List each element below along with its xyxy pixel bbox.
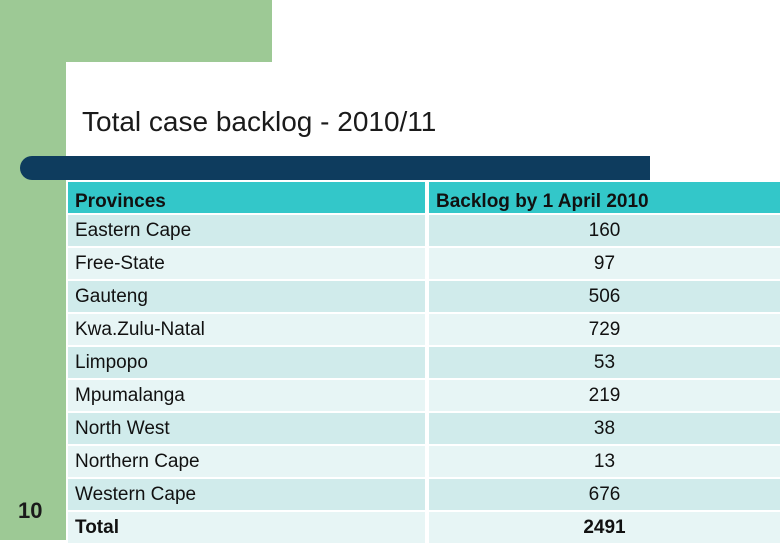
backlog-cell: 53 bbox=[427, 345, 780, 379]
province-cell: North West bbox=[68, 411, 429, 445]
table-total-row: Total 2491 bbox=[68, 510, 780, 543]
decorative-green-block-left bbox=[0, 0, 66, 540]
backlog-cell: 13 bbox=[427, 444, 780, 478]
table-row: North West 38 bbox=[68, 411, 780, 445]
table-row: Eastern Cape 160 bbox=[68, 213, 780, 247]
table-row: Kwa.Zulu-Natal 729 bbox=[68, 312, 780, 346]
province-cell: Northern Cape bbox=[68, 444, 429, 478]
table-row: Mpumalanga 219 bbox=[68, 378, 780, 412]
backlog-cell: 160 bbox=[427, 213, 780, 247]
table-row: Gauteng 506 bbox=[68, 279, 780, 313]
table-header-row: Provinces Backlog by 1 April 2010 bbox=[68, 180, 780, 214]
backlog-cell: 38 bbox=[427, 411, 780, 445]
slide-title: Total case backlog - 2010/11 bbox=[82, 106, 437, 137]
backlog-cell: 219 bbox=[427, 378, 780, 412]
table-row: Western Cape 676 bbox=[68, 477, 780, 511]
slide-number: 10 bbox=[18, 498, 43, 523]
header-backlog: Backlog by 1 April 2010 bbox=[427, 180, 780, 214]
province-cell: Limpopo bbox=[68, 345, 429, 379]
table-row: Northern Cape 13 bbox=[68, 444, 780, 478]
backlog-table: Provinces Backlog by 1 April 2010 Easter… bbox=[68, 180, 780, 543]
province-cell: Eastern Cape bbox=[68, 213, 429, 247]
table-row: Limpopo 53 bbox=[68, 345, 780, 379]
header-provinces: Provinces bbox=[68, 180, 429, 214]
table-row: Free-State 97 bbox=[68, 246, 780, 280]
backlog-cell: 676 bbox=[427, 477, 780, 511]
title-underline-bar bbox=[20, 156, 650, 180]
province-cell: Mpumalanga bbox=[68, 378, 429, 412]
province-cell: Gauteng bbox=[68, 279, 429, 313]
total-value: 2491 bbox=[427, 510, 780, 543]
backlog-cell: 97 bbox=[427, 246, 780, 280]
total-label: Total bbox=[68, 510, 429, 543]
backlog-cell: 729 bbox=[427, 312, 780, 346]
province-cell: Western Cape bbox=[68, 477, 429, 511]
backlog-cell: 506 bbox=[427, 279, 780, 313]
province-cell: Kwa.Zulu-Natal bbox=[68, 312, 429, 346]
province-cell: Free-State bbox=[68, 246, 429, 280]
